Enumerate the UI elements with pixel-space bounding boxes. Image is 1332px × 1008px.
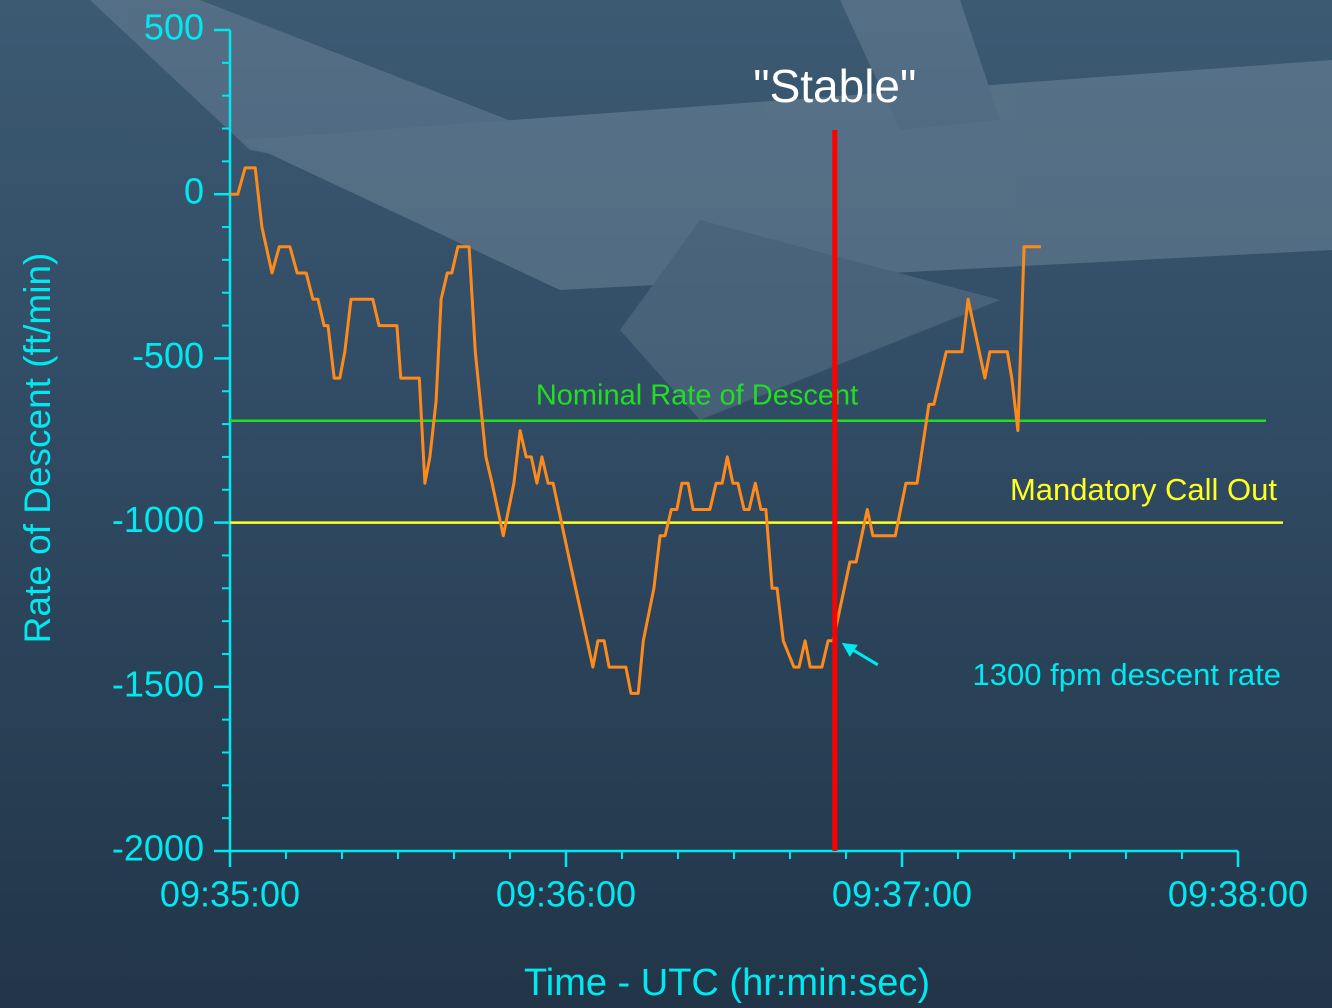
y-tick-label: -1000 [112, 499, 204, 540]
x-tick-label: 09:36:00 [496, 874, 636, 915]
x-tick-label: 09:35:00 [160, 874, 300, 915]
reference-label: Nominal Rate of Descent [536, 380, 858, 412]
annotation-label: 1300 fpm descent rate [973, 657, 1281, 692]
y-tick-label: -2000 [112, 828, 204, 869]
reference-label: Mandatory Call Out [1010, 472, 1277, 507]
y-axis-title: Rate of Descent (ft/min) [17, 253, 58, 644]
stable-label: "Stable" [753, 60, 916, 112]
y-tick-label: 0 [184, 171, 204, 212]
x-axis-title: Time - UTC (hr:min:sec) [524, 962, 930, 1004]
y-tick-label: -1500 [112, 663, 204, 704]
data-line [230, 166, 1041, 695]
annotation-arrowhead [841, 642, 858, 657]
x-tick-label: 09:38:00 [1168, 874, 1308, 915]
y-tick-label: 500 [144, 7, 204, 48]
background-plane [90, 0, 1332, 420]
y-tick-label: -500 [132, 335, 204, 376]
x-tick-label: 09:37:00 [832, 874, 972, 915]
